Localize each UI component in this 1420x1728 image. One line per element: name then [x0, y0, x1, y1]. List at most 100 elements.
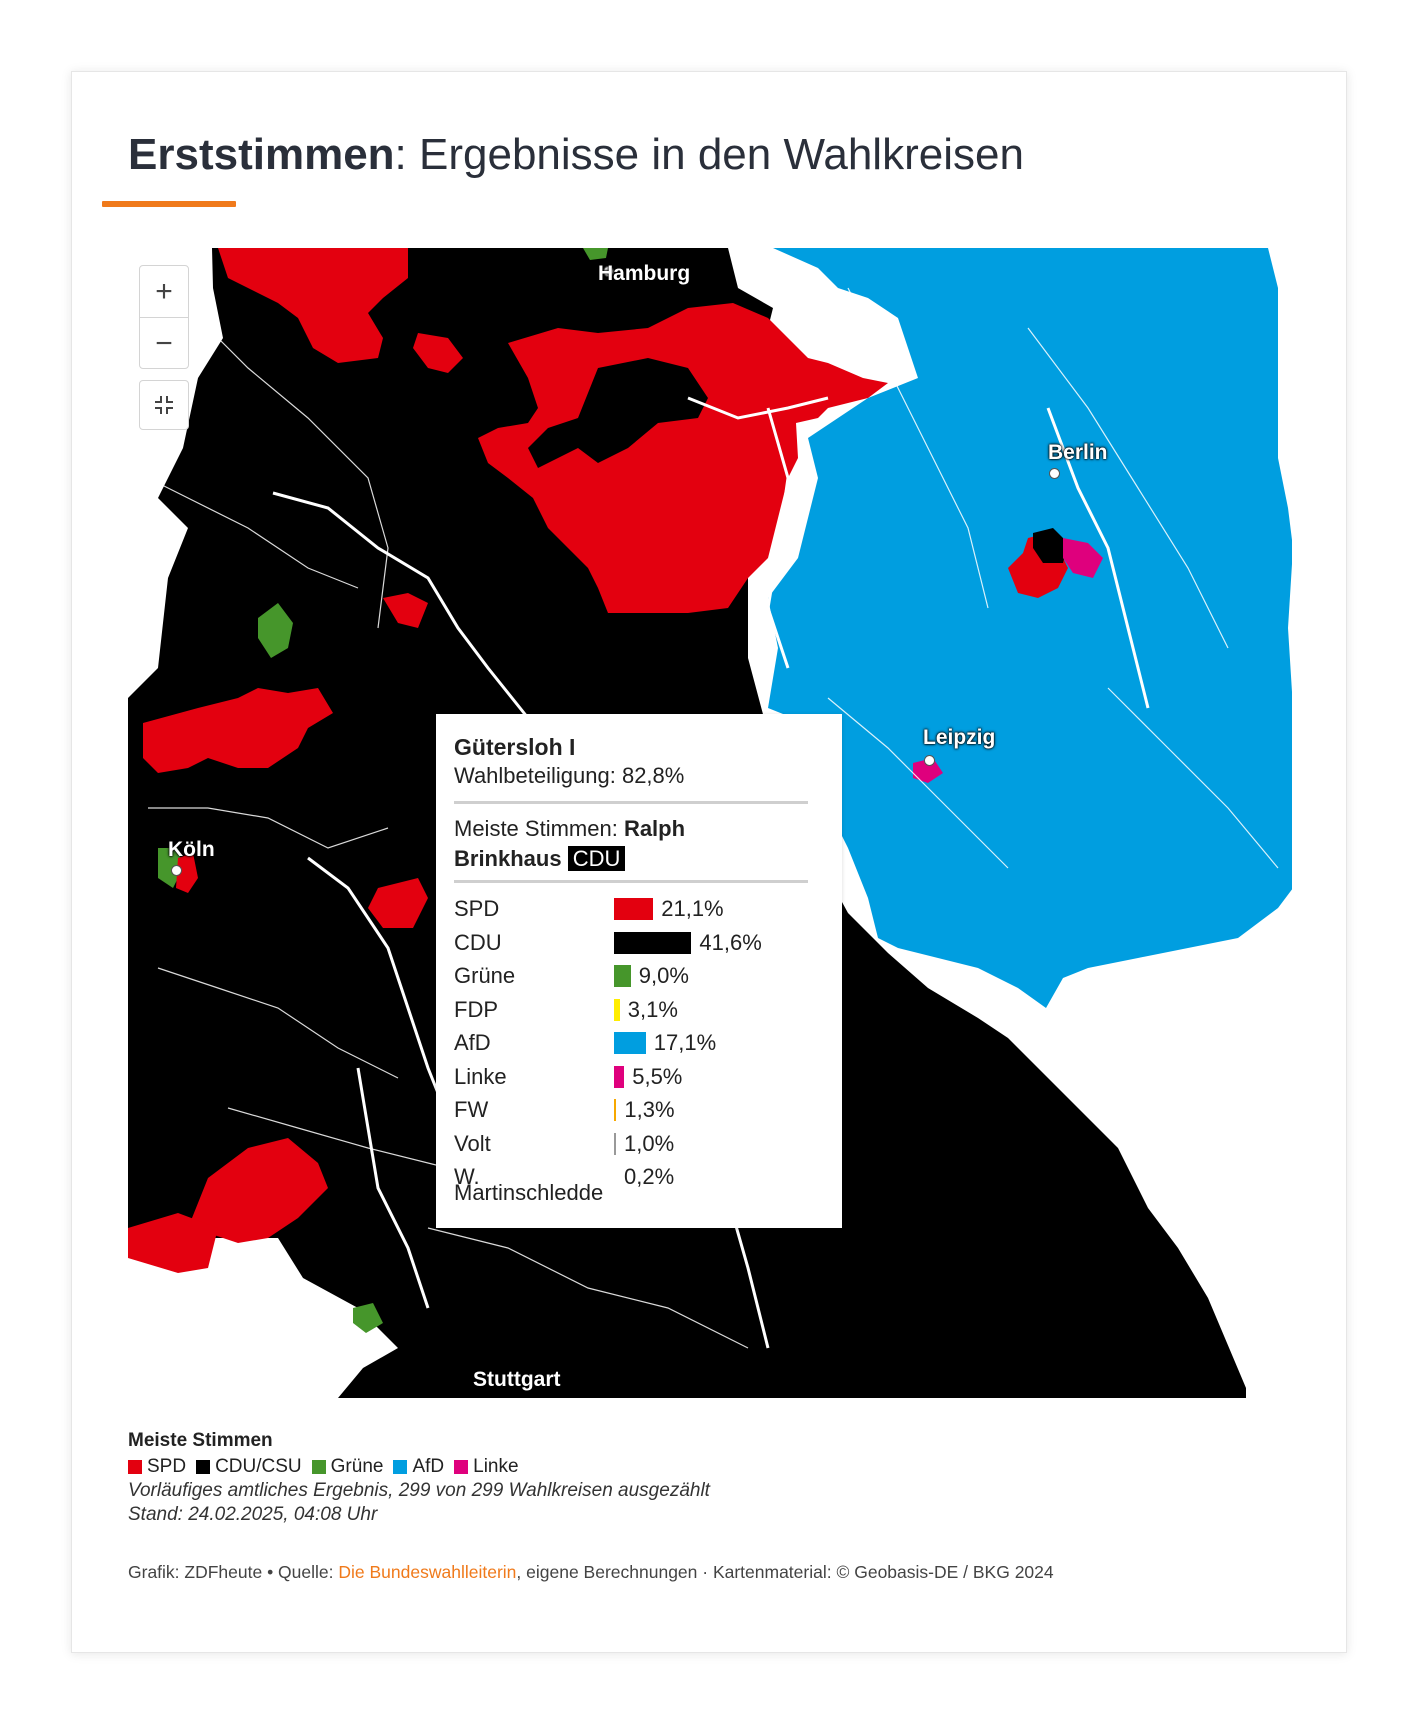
result-row: Grüne 9,0% — [454, 960, 824, 994]
tooltip-results: SPD 21,1% CDU 41,6% Grüne 9,0% FDP 3,1% AfD 17,1%… — [454, 893, 824, 1195]
result-row: Volt 1,0% — [454, 1128, 824, 1162]
legend-label: Grüne — [330, 1456, 384, 1477]
zoom-in-button[interactable]: + — [155, 274, 173, 308]
winner-party-badge: CDU — [567, 846, 626, 871]
region-gruene-freiburg[interactable] — [353, 1303, 383, 1333]
page-title: Erststimmen: Ergebnisse in den Wahlkreis… — [128, 130, 1024, 180]
zoom-controls: + − — [139, 265, 189, 369]
result-bar — [614, 1065, 625, 1088]
district-borders — [128, 287, 1279, 1349]
zoom-separator — [140, 317, 188, 318]
result-percent: 41,6% — [699, 929, 762, 955]
result-percent: 9,0% — [638, 963, 689, 988]
city-label-hamburg: Hamburg — [598, 262, 691, 285]
legend-swatch — [393, 1460, 408, 1474]
result-row: Linke 5,5% — [454, 1061, 824, 1095]
legend-label: CDU/CSU — [215, 1456, 302, 1477]
title-bold: Erststimmen — [128, 130, 395, 179]
state-borders — [272, 396, 1150, 1349]
region-spd-north[interactable] — [478, 303, 888, 613]
result-row: SPD 21,1% — [454, 893, 824, 927]
legend-swatch — [128, 1460, 142, 1474]
result-bar — [614, 1132, 616, 1155]
result-party: FDP — [454, 996, 498, 1022]
winner-prefix: Meiste Stimmen: — [454, 816, 624, 841]
region-spd-kassel[interactable] — [368, 878, 428, 928]
region-spd-luebeck[interactable] — [413, 333, 463, 373]
legend-item: Linke — [454, 1456, 519, 1478]
result-bar — [614, 931, 692, 954]
result-party: Volt — [454, 1130, 491, 1156]
region-linke-leipzig[interactable] — [913, 758, 943, 783]
legend-item: SPD — [128, 1456, 186, 1478]
berlin-dot — [1049, 468, 1060, 479]
result-bar — [614, 1032, 646, 1054]
legend-item: Grüne — [311, 1456, 384, 1478]
legend-title: Meiste Stimmen — [128, 1430, 273, 1451]
credits-prefix: Grafik: ZDFheute • Quelle: — [128, 1562, 339, 1582]
result-percent: 0,2% — [624, 1164, 675, 1189]
result-percent: 17,1% — [653, 1030, 717, 1055]
region-cdu-berlin[interactable] — [1033, 528, 1068, 563]
city-label-berlin: Berlin — [1048, 441, 1108, 464]
result-party: AfD — [454, 1030, 491, 1055]
source-link[interactable]: Die Bundeswahlleiterin — [338, 1562, 517, 1582]
result-party: Grüne — [454, 963, 516, 988]
result-row: FDP 3,1% — [454, 994, 824, 1028]
city-label-koeln: Köln — [168, 838, 215, 861]
hamburg-dot — [603, 266, 614, 277]
leipzig-dot — [924, 755, 935, 766]
legend-swatch — [196, 1460, 211, 1474]
region-east-afd[interactable] — [768, 248, 1292, 1008]
result-percent: 5,5% — [632, 1063, 683, 1089]
legend-swatch — [311, 1460, 326, 1474]
legend-swatch — [454, 1460, 469, 1474]
region-spd-saar[interactable] — [188, 1138, 328, 1243]
zoom-out-button[interactable]: − — [155, 326, 173, 360]
region-gruene-hamburg[interactable] — [583, 248, 608, 260]
result-bar — [614, 898, 654, 920]
legend-label: SPD — [147, 1456, 187, 1477]
legend-item: AfD — [393, 1456, 444, 1478]
compress-icon — [155, 396, 173, 414]
reset-view-button[interactable] — [139, 380, 189, 430]
tooltip-divider — [454, 801, 808, 804]
region-spd-schleswig[interactable] — [218, 248, 408, 363]
result-percent: 1,0% — [624, 1130, 675, 1156]
result-bar — [614, 1099, 617, 1121]
region-cdu-island-north[interactable] — [528, 358, 708, 468]
winner-last-name: Brinkhaus — [454, 846, 562, 871]
tooltip-divider-2 — [454, 880, 808, 883]
city-label-stuttgart: Stuttgart — [473, 1368, 561, 1391]
title-rest: : Ergebnisse in den Wahlkreisen — [394, 130, 1024, 179]
graphic-card: Erststimmen: Ergebnisse in den Wahlkreis… — [71, 71, 1347, 1653]
result-row: AfD 17,1% — [454, 1027, 824, 1061]
result-row: W. 0,2% — [454, 1161, 824, 1195]
region-spd-koeln[interactable] — [176, 853, 198, 893]
credits: Grafik: ZDFheute • Quelle: Die Bundeswah… — [128, 1562, 1054, 1583]
tooltip-winner: Meiste Stimmen: Ralph Brinkhaus CDU — [454, 814, 824, 874]
region-spd-ruhr[interactable] — [143, 688, 333, 773]
legend: SPD CDU/CSU Grüne AfD Linke — [128, 1456, 519, 1478]
tooltip-district-name: Gütersloh I — [454, 734, 576, 760]
result-party: SPD — [454, 896, 500, 921]
result-percent: 21,1% — [661, 896, 724, 921]
region-linke-berlin[interactable] — [1063, 538, 1103, 578]
result-bar — [614, 998, 620, 1021]
tooltip-turnout: Wahlbeteiligung: 82,8% — [454, 763, 685, 788]
region-gruene-muenster[interactable] — [258, 603, 293, 658]
legend-label: Linke — [473, 1456, 519, 1477]
timestamp-note: Stand: 24.02.2025, 04:08 Uhr — [128, 1504, 378, 1525]
region-spd-bremen[interactable] — [383, 593, 428, 628]
koeln-dot — [171, 865, 182, 876]
result-party: FW — [454, 1097, 489, 1122]
district-tooltip: Gütersloh I Wahlbeteiligung: 82,8% Meist… — [436, 714, 842, 1228]
result-percent: 3,1% — [627, 996, 678, 1022]
winner-first-name: Ralph — [623, 816, 686, 841]
legend-item: CDU/CSU — [196, 1456, 302, 1478]
result-party: Linke — [454, 1063, 507, 1089]
result-percent: 1,3% — [624, 1097, 675, 1122]
result-row: FW 1,3% — [454, 1094, 824, 1128]
region-spd-mainz[interactable] — [128, 1213, 218, 1273]
tooltip-candidate-continuation: Martinschledde — [454, 1180, 604, 1205]
